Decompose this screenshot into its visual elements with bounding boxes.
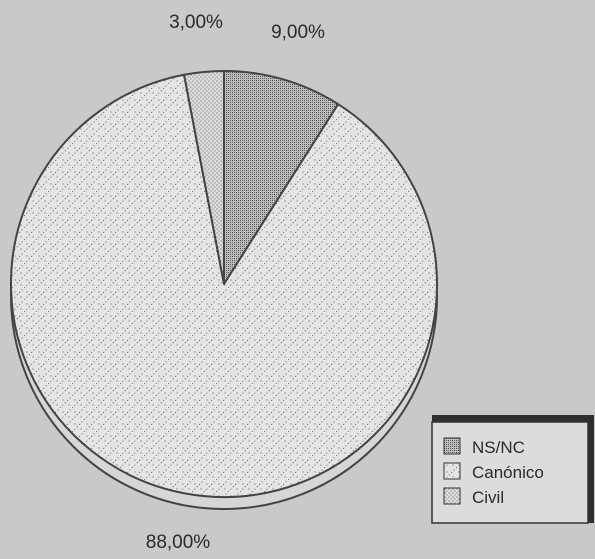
pie-slice-civil: [183, 70, 225, 285]
slice-label-ns-nc: 9,00%: [271, 22, 325, 43]
legend-swatch-civil: [443, 487, 461, 505]
slice-label-civil: 3,00%: [169, 12, 223, 33]
legend-item-civil: Civil: [443, 487, 504, 507]
legend-label-civil: Civil: [472, 488, 504, 507]
pie-group: [10, 70, 438, 510]
legend: NS/NC Canónico Civil: [431, 415, 594, 524]
slice-label-canonico: 88,00%: [146, 532, 211, 553]
pie-slice-ns-nc: [223, 70, 340, 285]
legend-label-ns-nc: NS/NC: [472, 438, 525, 457]
legend-item-ns-nc: NS/NC: [443, 437, 525, 457]
legend-label-canonico: Canónico: [472, 463, 544, 482]
legend-swatch-ns-nc: [443, 437, 461, 455]
legend-item-canonico: Canónico: [443, 462, 544, 482]
pie-slice-can-nico: [10, 73, 438, 498]
legend-swatch-canonico: [443, 462, 461, 480]
